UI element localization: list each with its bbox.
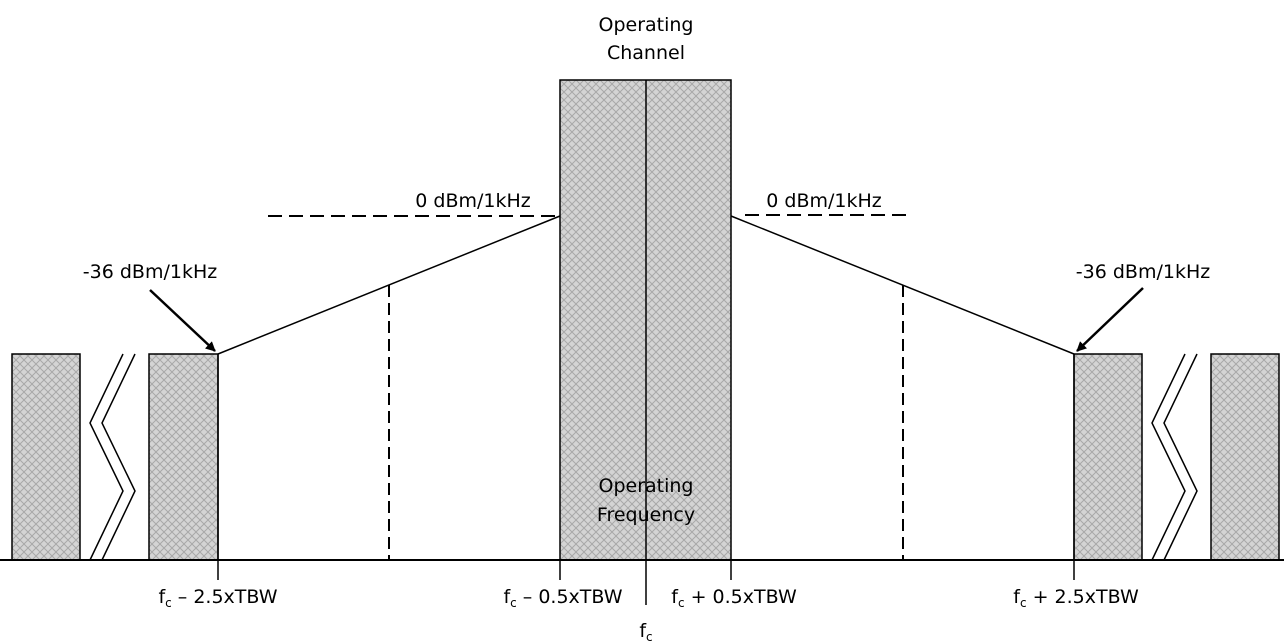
arrow: [1076, 287, 1144, 352]
label-part: f: [1013, 586, 1021, 608]
frequency-label: fc + 0.5xTBW: [671, 586, 797, 610]
frequency-labels: fc – 2.5xTBW fc – 0.5xTBW fc + 0.5xTBW fc +…: [158, 586, 1139, 642]
frequency-label: Operating: [599, 475, 694, 497]
channel-label: Channel: [607, 42, 685, 64]
frequency-label: fc – 2.5xTBW: [158, 586, 277, 610]
left-block: [148, 353, 219, 561]
lines: [0, 80, 1284, 605]
frequency-label: fc: [639, 620, 652, 642]
frequency-label: Frequency: [597, 504, 695, 526]
label-part: c: [646, 630, 653, 642]
label-part: + 0.5xTBW: [685, 586, 797, 608]
channel-label: Operating: [599, 14, 694, 36]
label-part: f: [503, 586, 511, 608]
break-mark: [89, 353, 136, 561]
frequency-label: fc – 0.5xTBW: [503, 586, 622, 610]
arrow: [149, 289, 216, 352]
level-label: 0 dBm/1kHz: [766, 190, 882, 212]
label-part: + 2.5xTBW: [1027, 586, 1139, 608]
label-part: c: [165, 596, 172, 610]
label-part: f: [158, 586, 166, 608]
level-label: -36 dBm/1kHz: [1076, 261, 1210, 283]
label-part: f: [671, 586, 679, 608]
frequency-label: fc + 2.5xTBW: [1013, 586, 1139, 610]
level-label: 0 dBm/1kHz: [415, 190, 531, 212]
label-part: c: [1020, 596, 1027, 610]
label-part: – 2.5xTBW: [172, 586, 278, 608]
level-label: -36 dBm/1kHz: [83, 261, 217, 283]
label-part: c: [510, 596, 517, 610]
far-right-block: [1210, 353, 1280, 561]
right-block: [1073, 353, 1143, 561]
break-mark: [1151, 353, 1198, 561]
far-left-block: [11, 353, 81, 561]
label-part: c: [678, 596, 685, 610]
labels: Operating Channel Operating Frequency 0 …: [83, 14, 1210, 526]
label-part: – 0.5xTBW: [517, 586, 623, 608]
label-part: f: [639, 620, 647, 642]
